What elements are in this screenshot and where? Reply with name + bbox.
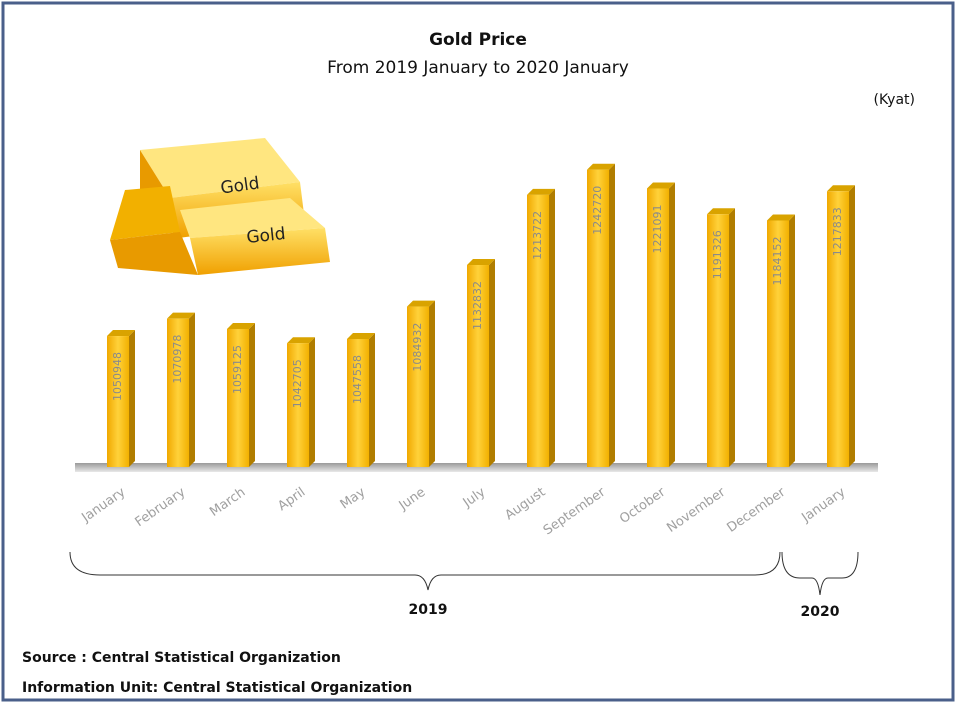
brace bbox=[69, 551, 781, 591]
ingot-top bbox=[180, 198, 325, 238]
value-label: 1213722 bbox=[531, 211, 544, 260]
bar-front bbox=[647, 188, 669, 467]
chart-title: Gold Price bbox=[429, 30, 527, 50]
bar-top bbox=[287, 337, 315, 344]
info-note: Information Unit: Central Statistical Or… bbox=[22, 680, 412, 696]
ingot-front bbox=[190, 228, 330, 275]
bar bbox=[467, 259, 495, 467]
bar-top bbox=[827, 185, 855, 192]
value-label: 1217833 bbox=[831, 207, 844, 256]
value-label: 1050948 bbox=[111, 352, 124, 401]
bar-front bbox=[827, 191, 849, 467]
value-label: 1191326 bbox=[711, 230, 724, 279]
bar-front bbox=[707, 214, 729, 467]
unit-label: (Kyat) bbox=[874, 92, 915, 108]
bar-front bbox=[407, 306, 429, 467]
value-label: 1059125 bbox=[231, 345, 244, 394]
floor bbox=[75, 463, 878, 472]
ingot-label: Gold bbox=[246, 224, 287, 248]
bar-top bbox=[407, 300, 435, 307]
bar-top bbox=[647, 182, 675, 189]
value-label: 1070978 bbox=[171, 335, 184, 384]
bar bbox=[227, 322, 255, 467]
value-label: 1132832 bbox=[471, 281, 484, 330]
bar-front bbox=[167, 318, 189, 467]
bar bbox=[287, 337, 315, 467]
source-note: Source : Central Statistical Organizatio… bbox=[22, 650, 341, 666]
value-label: 1184152 bbox=[771, 236, 784, 285]
bar-top bbox=[707, 208, 735, 215]
ingot-side bbox=[110, 232, 198, 275]
bar-top bbox=[347, 332, 375, 339]
bar-side bbox=[609, 163, 615, 467]
bar-top bbox=[767, 214, 795, 221]
bar-side bbox=[189, 312, 195, 467]
bar-top bbox=[227, 322, 255, 329]
bar-side bbox=[789, 214, 795, 467]
bar-front bbox=[467, 265, 489, 467]
bar-front bbox=[107, 336, 129, 467]
bar-front bbox=[587, 169, 609, 467]
bar-front bbox=[287, 343, 309, 467]
bar bbox=[707, 208, 735, 467]
chart-subtitle: From 2019 January to 2020 January bbox=[327, 58, 629, 78]
bar bbox=[407, 300, 435, 467]
bar bbox=[767, 214, 795, 467]
bar-front bbox=[347, 338, 369, 467]
value-label: 1221091 bbox=[651, 204, 664, 253]
bar-side bbox=[369, 332, 375, 467]
bar bbox=[167, 312, 195, 467]
bar-top bbox=[107, 330, 135, 337]
bar-side bbox=[489, 259, 495, 467]
value-label: 1084932 bbox=[411, 323, 424, 372]
group-label: 2020 bbox=[801, 604, 840, 620]
bar bbox=[587, 163, 615, 467]
bar-side bbox=[849, 185, 855, 467]
bar-side bbox=[729, 208, 735, 467]
bar-side bbox=[669, 182, 675, 467]
bar bbox=[107, 330, 135, 467]
bar-side bbox=[309, 337, 315, 467]
bar bbox=[527, 188, 555, 467]
bar-top bbox=[587, 163, 615, 170]
bar-top bbox=[467, 259, 495, 266]
ingot-left bbox=[110, 186, 180, 240]
value-label: 1242720 bbox=[591, 186, 604, 235]
bar-front bbox=[527, 194, 549, 467]
bar bbox=[827, 185, 855, 467]
bar-front bbox=[227, 328, 249, 467]
value-label: 1047558 bbox=[351, 355, 364, 404]
bar-front bbox=[767, 220, 789, 467]
group-label: 2019 bbox=[409, 602, 448, 618]
gold-illustration: Gold Gold bbox=[110, 138, 330, 275]
bar-top bbox=[167, 312, 195, 319]
brace bbox=[781, 551, 859, 596]
bar-side bbox=[249, 322, 255, 467]
value-label: 1042705 bbox=[291, 359, 304, 408]
bar-top bbox=[527, 188, 555, 195]
bar-side bbox=[429, 300, 435, 467]
ingot-top bbox=[140, 138, 300, 198]
bar-side bbox=[549, 188, 555, 467]
bar bbox=[647, 182, 675, 467]
bar-side bbox=[129, 330, 135, 467]
bar bbox=[347, 332, 375, 467]
